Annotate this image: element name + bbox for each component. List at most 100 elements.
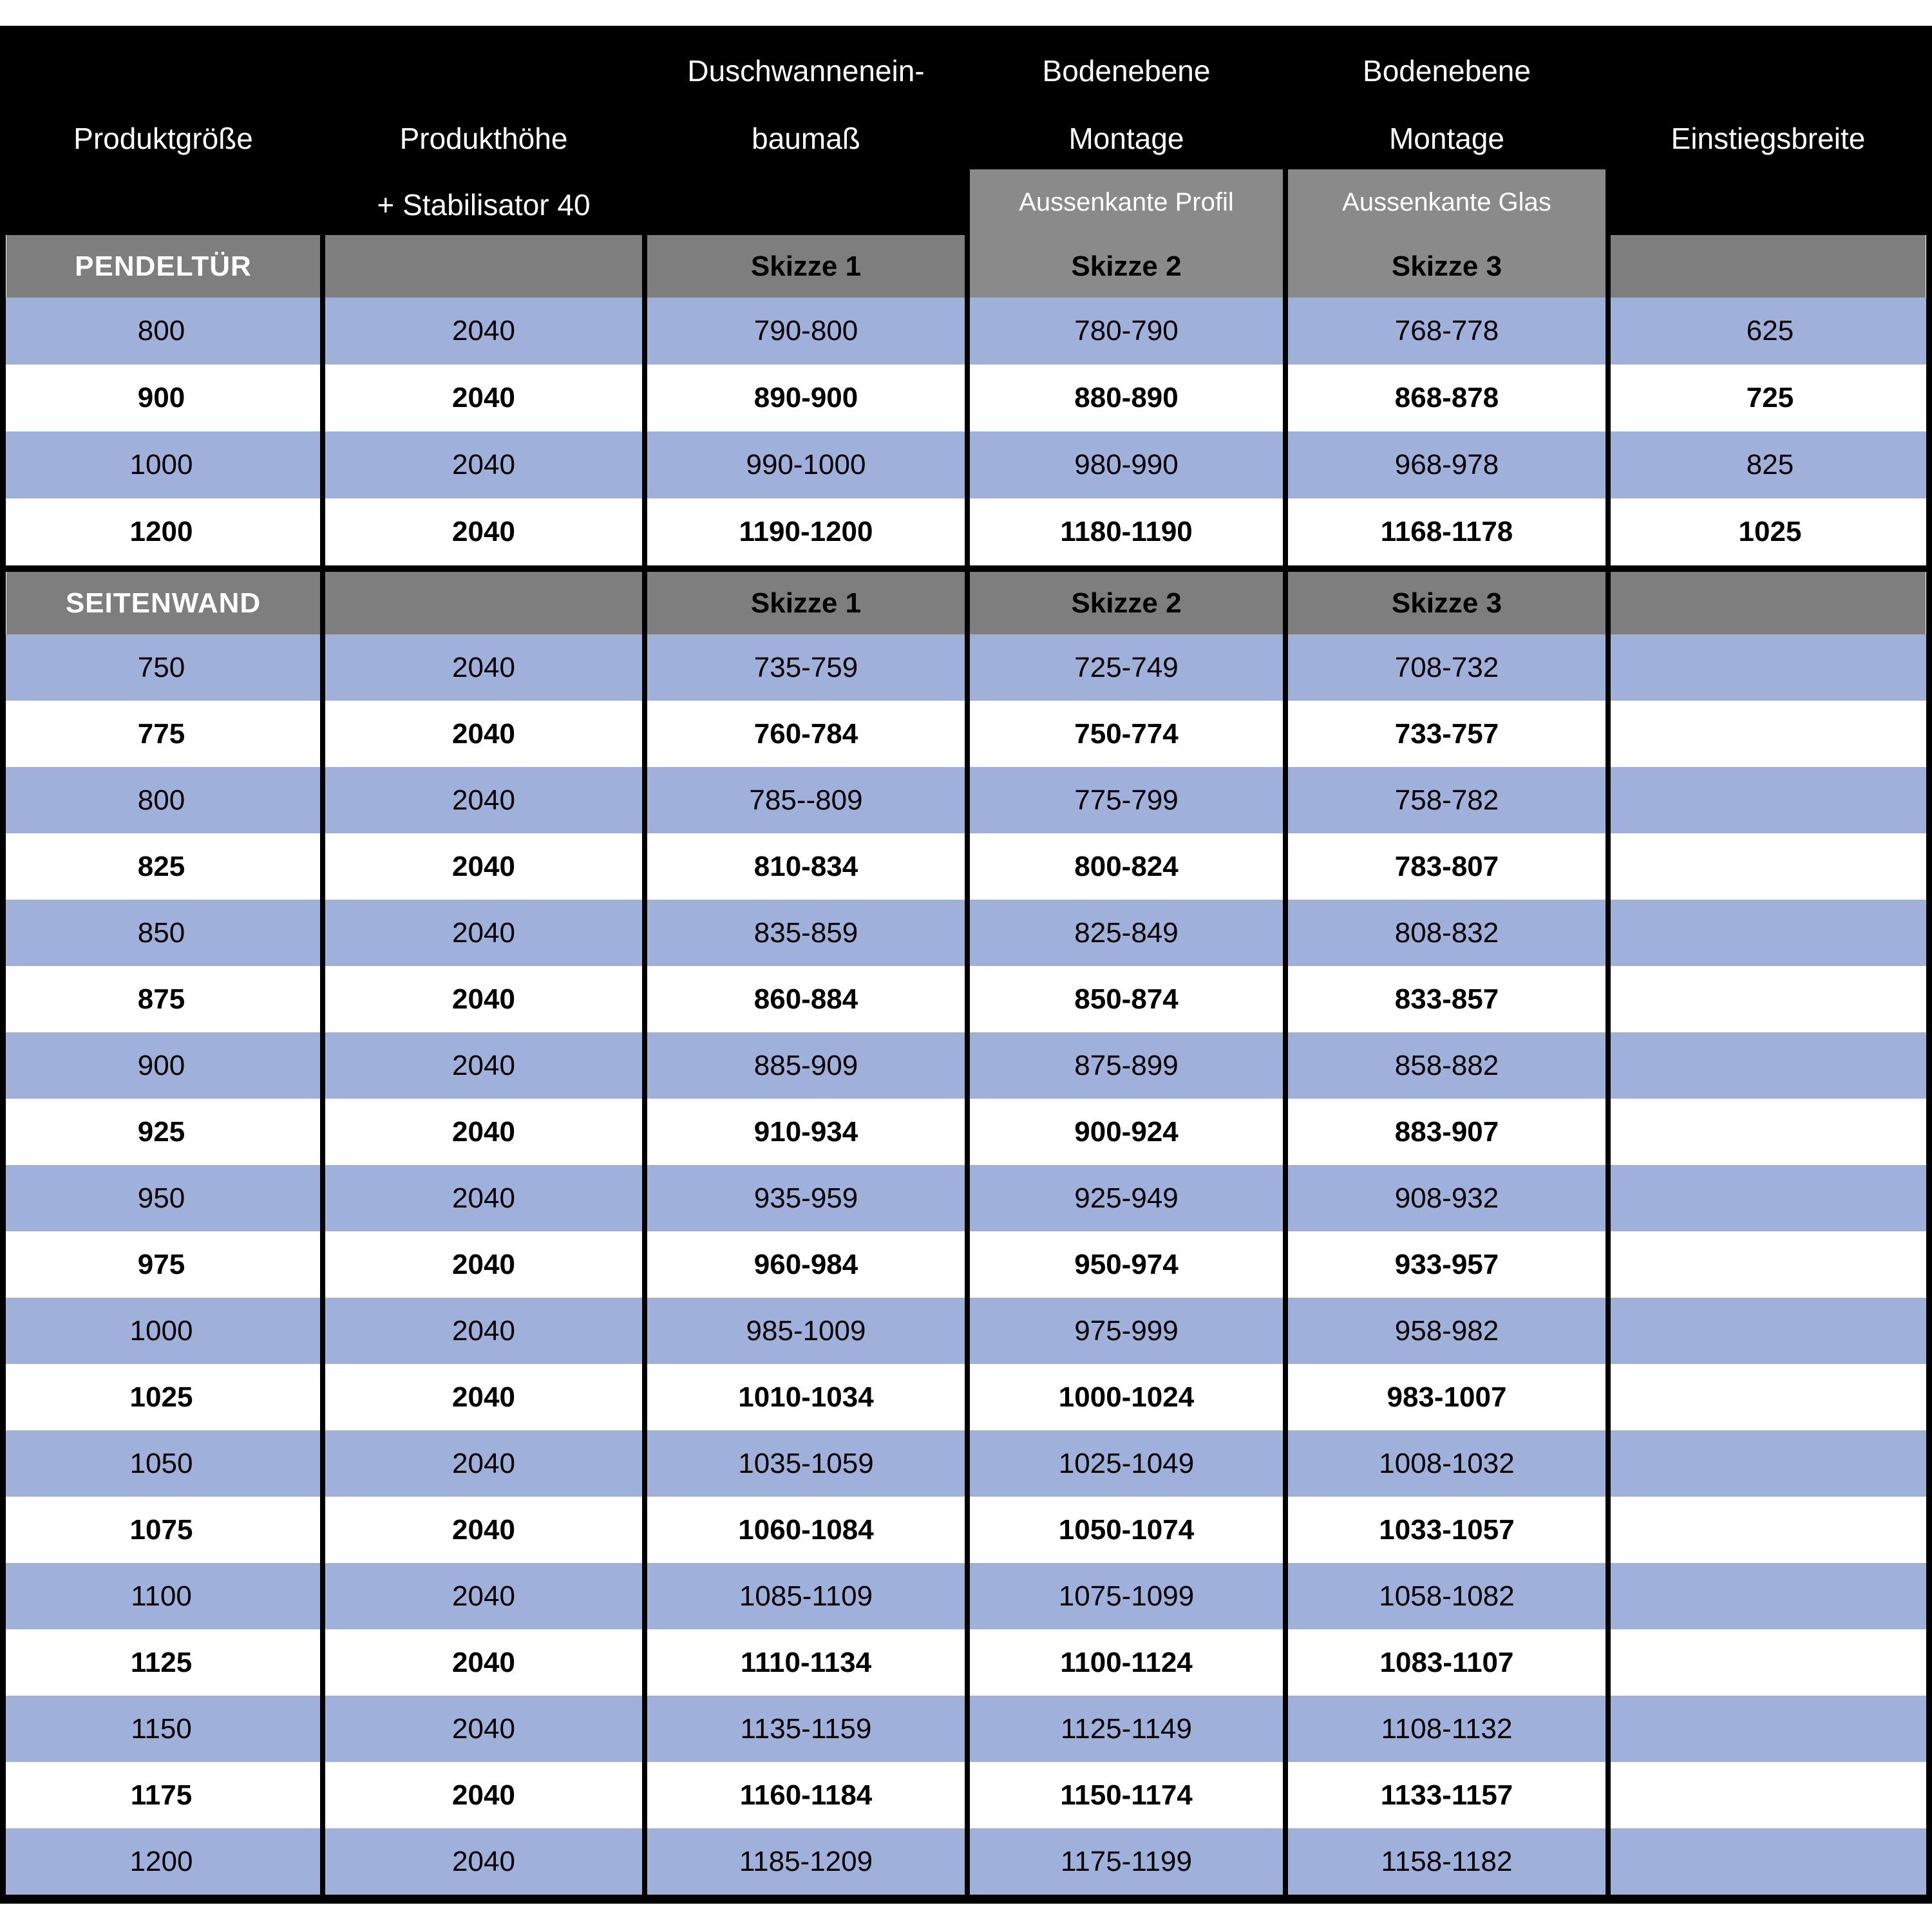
cell-profil: 1150-1174 bbox=[1060, 1779, 1193, 1811]
cell-profil: 1050-1074 bbox=[1058, 1513, 1195, 1546]
skizze2-label-seitenwand: Skizze 2 bbox=[970, 572, 1283, 634]
header-produktgroesse: Produktgröße bbox=[73, 122, 253, 155]
cell-produkthoehe: 2040 bbox=[452, 516, 515, 547]
header-bodenebene-profil-line2: Montage bbox=[1068, 122, 1184, 155]
cell-glas: 1058-1082 bbox=[1379, 1580, 1515, 1612]
cell-glas: 733-757 bbox=[1394, 717, 1499, 750]
cell-produktgroesse: 1050 bbox=[129, 1447, 193, 1479]
cell-produkthoehe: 2040 bbox=[452, 1049, 515, 1081]
cell-einbaumass: 835-859 bbox=[753, 916, 858, 949]
section-label-seitenwand: SEITENWAND bbox=[6, 572, 320, 634]
cell-einbaumass: 1190-1200 bbox=[739, 516, 873, 547]
cell-produktgroesse: 1000 bbox=[129, 449, 193, 480]
cell-einbaumass: 960-984 bbox=[753, 1248, 858, 1280]
column-border bbox=[965, 235, 970, 1895]
cell-produkthoehe: 2040 bbox=[452, 1712, 515, 1745]
skizze1-label-pendeltuer: Skizze 1 bbox=[647, 235, 965, 298]
column-border bbox=[1605, 235, 1611, 1895]
cell-einbaumass: 735-759 bbox=[753, 651, 858, 683]
header-col-einbaumass: Duschwannenein- baumaß bbox=[647, 26, 965, 235]
cell-glas: 758-782 bbox=[1394, 784, 1499, 816]
cell-produktgroesse: 800 bbox=[137, 784, 185, 816]
cell-produktgroesse: 950 bbox=[137, 1182, 185, 1214]
cell-profil: 1025-1049 bbox=[1058, 1447, 1195, 1479]
cell-produktgroesse: 1150 bbox=[131, 1712, 192, 1745]
cell-glas: 1133-1157 bbox=[1380, 1779, 1513, 1811]
cell-produktgroesse: 825 bbox=[137, 850, 185, 882]
cell-produkthoehe: 2040 bbox=[452, 1381, 515, 1413]
cell-glas: 908-932 bbox=[1394, 1182, 1499, 1214]
cell-glas: 768-778 bbox=[1394, 315, 1499, 346]
section-cell-empty bbox=[1611, 235, 1926, 298]
section-cell-empty bbox=[325, 235, 642, 298]
cell-einstiegsbreite bbox=[1608, 833, 1932, 900]
table-header: Produktgröße Produkthöhe + Stabilisator … bbox=[0, 26, 1932, 235]
cell-produktgroesse: 750 bbox=[137, 651, 185, 683]
cell-einstiegsbreite: 1025 bbox=[1738, 516, 1802, 547]
subheader-aussenkante-profil: Aussenkante Profil Skizze 2 bbox=[970, 169, 1283, 298]
cell-glas: 983-1007 bbox=[1387, 1381, 1507, 1413]
cell-einbaumass: 985-1009 bbox=[746, 1314, 866, 1347]
skizze2-label-pendeltuer: Skizze 2 bbox=[1071, 250, 1182, 282]
cell-produkthoehe: 2040 bbox=[452, 1182, 515, 1214]
cell-einstiegsbreite bbox=[1608, 1298, 1932, 1364]
cell-glas: 1008-1032 bbox=[1379, 1447, 1515, 1479]
table-left-border bbox=[0, 26, 6, 1904]
cell-einstiegsbreite bbox=[1608, 701, 1932, 767]
cell-glas: 783-807 bbox=[1394, 850, 1499, 882]
cell-einstiegsbreite bbox=[1608, 634, 1932, 701]
cell-produkthoehe: 2040 bbox=[452, 850, 515, 882]
cell-profil: 975-999 bbox=[1074, 1314, 1179, 1347]
cell-produktgroesse: 1100 bbox=[131, 1580, 192, 1612]
header-einbaumass-line1: Duschwannenein- bbox=[687, 54, 925, 88]
skizze1-label-seitenwand: Skizze 1 bbox=[647, 572, 965, 634]
cell-profil: 875-899 bbox=[1074, 1049, 1179, 1081]
cell-produkthoehe: 2040 bbox=[452, 1513, 515, 1546]
skizze3-label-pendeltuer: Skizze 3 bbox=[1391, 250, 1502, 282]
cell-produkthoehe: 2040 bbox=[452, 1115, 515, 1148]
cell-glas: 958-982 bbox=[1394, 1314, 1499, 1347]
cell-einstiegsbreite bbox=[1608, 1696, 1932, 1762]
cell-einbaumass: 1085-1109 bbox=[739, 1580, 873, 1612]
table-bottom-border bbox=[0, 1895, 1932, 1904]
cell-produktgroesse: 1000 bbox=[129, 1314, 193, 1347]
cell-profil: 780-790 bbox=[1074, 315, 1179, 346]
cell-glas: 858-882 bbox=[1394, 1049, 1499, 1081]
cell-einbaumass: 885-909 bbox=[753, 1049, 858, 1081]
cell-einbaumass: 1010-1034 bbox=[738, 1381, 874, 1413]
cell-einstiegsbreite bbox=[1608, 767, 1932, 833]
header-col-produktgroesse: Produktgröße bbox=[6, 26, 320, 235]
cell-einbaumass: 1060-1084 bbox=[738, 1513, 874, 1546]
cell-produkthoehe: 2040 bbox=[452, 382, 515, 413]
cell-produkthoehe: 2040 bbox=[452, 784, 515, 816]
header-col-bodenebene-profil: Bodenebene Montage bbox=[970, 26, 1283, 235]
cell-einstiegsbreite bbox=[1608, 1629, 1932, 1696]
cell-einstiegsbreite: 725 bbox=[1746, 382, 1794, 413]
cell-profil: 750-774 bbox=[1074, 717, 1179, 750]
column-border bbox=[1283, 235, 1288, 1895]
cell-profil: 800-824 bbox=[1074, 850, 1179, 882]
cell-produktgroesse: 1200 bbox=[129, 1845, 193, 1877]
cell-profil: 1125-1149 bbox=[1061, 1712, 1192, 1745]
cell-produkthoehe: 2040 bbox=[452, 651, 515, 683]
cell-profil: 950-974 bbox=[1074, 1248, 1179, 1280]
skizze3-label-seitenwand: Skizze 3 bbox=[1288, 572, 1605, 634]
cell-einbaumass: 790-800 bbox=[753, 315, 858, 346]
cell-glas: 1083-1107 bbox=[1379, 1646, 1514, 1678]
section-cell-empty bbox=[325, 572, 642, 634]
cell-produkthoehe: 2040 bbox=[452, 1447, 515, 1479]
cell-profil: 1100-1124 bbox=[1060, 1646, 1193, 1678]
cell-profil: 775-799 bbox=[1074, 784, 1179, 816]
cell-produktgroesse: 1175 bbox=[130, 1779, 193, 1811]
cell-glas: 968-978 bbox=[1394, 449, 1499, 480]
cell-produkthoehe: 2040 bbox=[452, 916, 515, 949]
cell-einbaumass: 860-884 bbox=[753, 983, 858, 1015]
cell-produktgroesse: 1025 bbox=[129, 1381, 193, 1413]
column-border bbox=[642, 235, 647, 1895]
cell-produkthoehe: 2040 bbox=[452, 1580, 515, 1612]
cell-einstiegsbreite: 625 bbox=[1746, 315, 1794, 346]
cell-produktgroesse: 875 bbox=[137, 983, 185, 1015]
cell-produkthoehe: 2040 bbox=[452, 717, 515, 750]
cell-produkthoehe: 2040 bbox=[452, 1779, 515, 1811]
